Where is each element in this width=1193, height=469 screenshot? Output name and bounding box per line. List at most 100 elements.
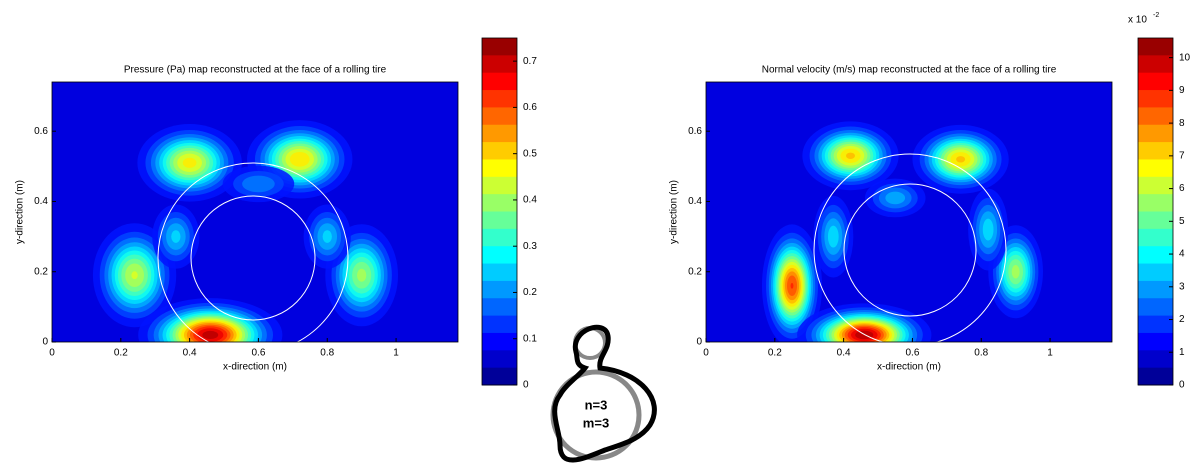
colorbar-segment <box>1138 55 1173 73</box>
colorbar-tick-label: 0.5 <box>523 148 537 159</box>
x-tick-label: 0.4 <box>183 348 197 359</box>
hotspot-contour <box>846 153 855 159</box>
hotspot-contour <box>290 152 310 167</box>
colorbar-segment <box>482 177 517 195</box>
tire-deformed <box>555 327 655 460</box>
hotspot-contour <box>791 283 794 289</box>
colorbar-tick-label: 9 <box>1179 85 1185 96</box>
hotspot-contour <box>357 269 366 282</box>
hotspot-contour <box>202 331 218 339</box>
colorbar-segment <box>1138 38 1173 56</box>
colorbar-segment <box>1138 90 1173 108</box>
colorbar-segment <box>1138 264 1173 282</box>
y-tick-label: 0 <box>42 337 48 348</box>
x-tick-label: 0 <box>703 348 709 359</box>
colorbar-tick-label: 0.3 <box>523 241 537 252</box>
colorbar-segment <box>482 333 517 351</box>
colorbar-segment <box>482 55 517 73</box>
colorbar-segment <box>482 368 517 386</box>
colorbar-segment <box>482 212 517 230</box>
y-tick-label: 0.6 <box>34 126 48 137</box>
colorbar-segment <box>482 281 517 299</box>
colorbar-segment <box>482 264 517 282</box>
x-tick-label: 0.2 <box>114 348 128 359</box>
x-axis-label: x-direction (m) <box>223 362 287 373</box>
y-axis-label: y-direction (m) <box>669 180 680 244</box>
colorbar-segment <box>482 38 517 56</box>
x-tick-label: 1 <box>393 348 399 359</box>
colorbar-segment <box>482 316 517 334</box>
colorbar-segment <box>1138 125 1173 143</box>
x-axis-label: x-direction (m) <box>877 362 941 373</box>
n-label: n=3 <box>585 397 608 412</box>
colorbar-tick-label: 10 <box>1179 52 1191 63</box>
hotspot-contour <box>242 176 275 193</box>
tire-diagram: n=3 m=3 <box>553 327 654 460</box>
hotspot-contour <box>983 219 994 241</box>
colorbar-segment <box>482 73 517 91</box>
y-tick-label: 0.4 <box>688 196 702 207</box>
x-tick-label: 1 <box>1047 348 1053 359</box>
colorbar-segment <box>1138 298 1173 316</box>
colorbar-tick-label: 6 <box>1179 183 1185 194</box>
x-tick-label: 0.6 <box>251 348 265 359</box>
colorbar-segment <box>1138 159 1173 177</box>
colorbar-tick-label: 1 <box>1179 347 1185 358</box>
colorbar-tick-label: 0 <box>1179 380 1185 391</box>
y-tick-label: 0 <box>696 337 702 348</box>
x-tick-label: 0.8 <box>320 348 334 359</box>
colorbar-segment <box>482 90 517 108</box>
x-tick-label: 0.8 <box>974 348 988 359</box>
colorbar-segment <box>482 350 517 368</box>
colorbar-segment <box>1138 73 1173 91</box>
colorbar-segment <box>482 125 517 143</box>
plot-area <box>706 82 1112 367</box>
colorbar-tick-label: 8 <box>1179 118 1185 129</box>
heatmap-panel: Pressure (Pa) map reconstructed at the f… <box>15 38 538 391</box>
x-tick-label: 0.4 <box>837 348 851 359</box>
colorbar-tick-label: 0.2 <box>523 287 537 298</box>
colorbar-tick-label: 0.7 <box>523 56 537 67</box>
figure: n=3 m=3 Pressure (Pa) map reconstructed … <box>0 0 1193 464</box>
colorbar-tick-label: 7 <box>1179 150 1185 161</box>
colorbar-multiplier: x 10 <box>1128 15 1147 26</box>
colorbar-segment <box>1138 177 1173 195</box>
colorbar-tick-label: 4 <box>1179 249 1185 260</box>
colorbar-segment <box>1138 350 1173 368</box>
chart-title: Normal velocity (m/s) map reconstructed … <box>762 65 1057 76</box>
colorbar-segment <box>482 298 517 316</box>
colorbar-segment <box>1138 316 1173 334</box>
colorbar-segment <box>482 246 517 264</box>
hotspot-contour <box>131 271 137 279</box>
y-tick-label: 0.2 <box>34 266 48 277</box>
colorbar-segment <box>1138 281 1173 299</box>
colorbar-tick-label: 0.4 <box>523 195 537 206</box>
plot-area <box>52 82 458 372</box>
colorbar-tick-label: 0.1 <box>523 333 537 344</box>
colorbar-segment <box>1138 107 1173 125</box>
colorbar-segment <box>482 229 517 247</box>
colorbar-segment <box>1138 229 1173 247</box>
colorbar-exponent: -2 <box>1153 12 1159 19</box>
colorbar-tick-label: 0.6 <box>523 102 537 113</box>
hotspot-contour <box>1012 265 1020 278</box>
hotspot-contour <box>171 230 180 243</box>
colorbar-segment <box>1138 246 1173 264</box>
hotspot-contour <box>885 192 905 205</box>
colorbar-segment <box>482 194 517 212</box>
colorbar-tick-label: 3 <box>1179 281 1185 292</box>
colorbar-segment <box>1138 142 1173 160</box>
heatmap-panel: Normal velocity (m/s) map reconstructed … <box>669 12 1191 391</box>
hotspot-contour <box>828 226 839 248</box>
colorbar-segment <box>1138 333 1173 351</box>
y-tick-label: 0.2 <box>688 266 702 277</box>
x-tick-label: 0 <box>49 348 55 359</box>
colorbar-segment <box>1138 194 1173 212</box>
hotspot-contour <box>183 158 197 168</box>
colorbar-tick-label: 0 <box>523 380 529 391</box>
x-tick-label: 0.6 <box>905 348 919 359</box>
colorbar-segment <box>482 107 517 125</box>
colorbar-tick-label: 5 <box>1179 216 1185 227</box>
colorbar-segment <box>482 142 517 160</box>
chart-title: Pressure (Pa) map reconstructed at the f… <box>124 65 387 76</box>
